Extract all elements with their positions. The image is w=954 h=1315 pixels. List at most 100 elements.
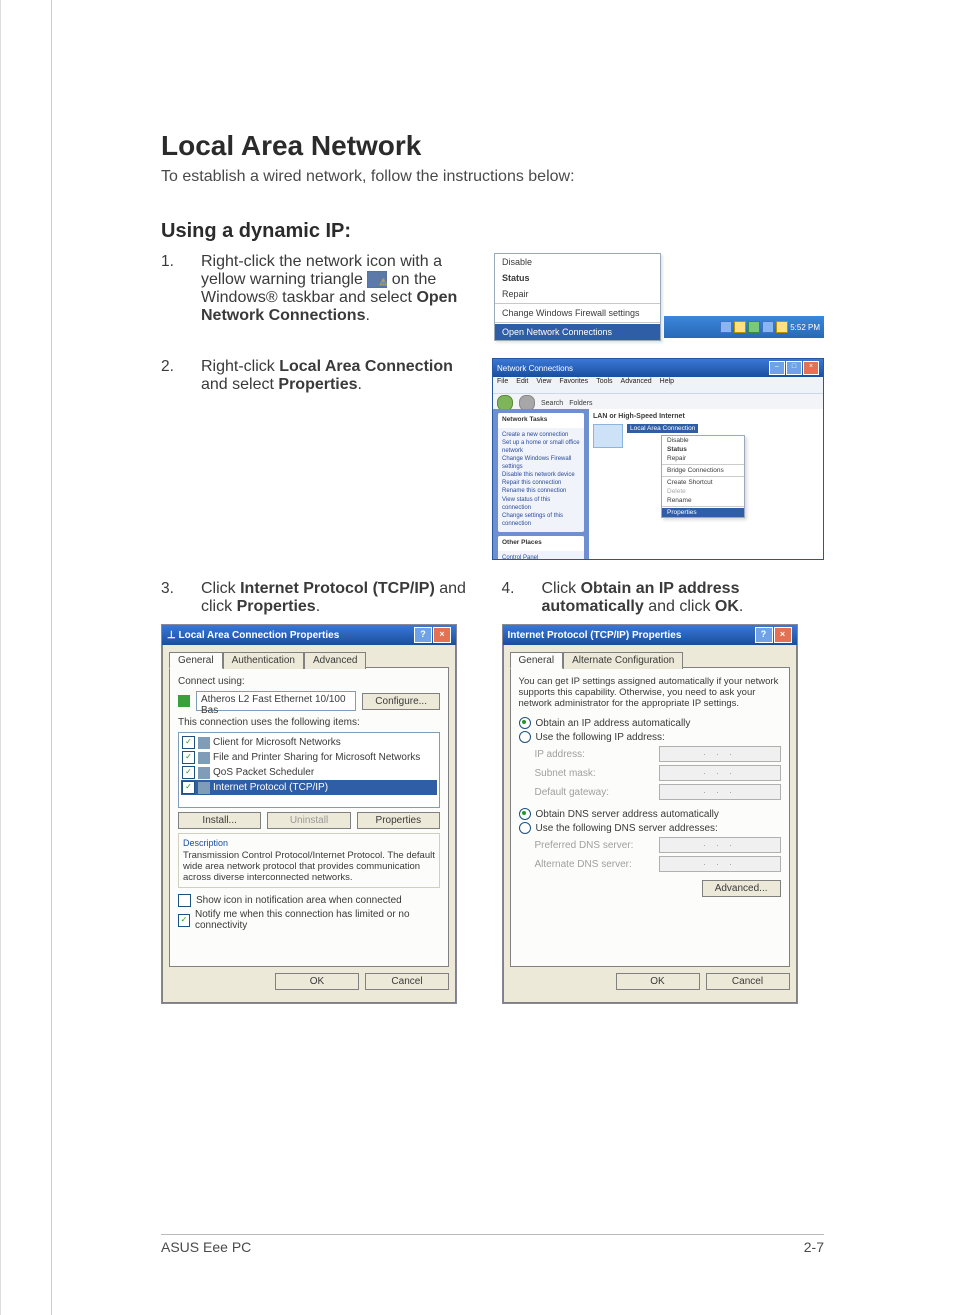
- tray-icon[interactable]: [762, 321, 774, 333]
- pop-status[interactable]: Status: [662, 445, 744, 454]
- tray-icon[interactable]: [776, 321, 788, 333]
- ctx-sep-1: [495, 303, 660, 304]
- ctx-open-connections[interactable]: Open Network Connections: [495, 324, 660, 340]
- ctx-disable[interactable]: Disable: [495, 254, 660, 270]
- nc-side-item[interactable]: Repair this connection: [502, 479, 580, 487]
- checkbox-icon[interactable]: ✓: [182, 751, 195, 764]
- step-2-text-col: 2. Right-click Local Area Connection and…: [161, 358, 474, 394]
- radio-obtain-dns[interactable]: [519, 808, 531, 820]
- lac-uses-label: This connection uses the following items…: [178, 717, 440, 728]
- step-4-bold-2: OK: [715, 598, 739, 615]
- list-item[interactable]: QoS Packet Scheduler: [213, 767, 314, 778]
- pop-shortcut[interactable]: Create Shortcut: [662, 478, 744, 487]
- tray-context-menu: Disable Status Repair Change Windows Fir…: [494, 253, 661, 341]
- nc-side-item[interactable]: Create a new connection: [502, 431, 580, 439]
- adapter-icon: [178, 695, 190, 707]
- ctx-repair[interactable]: Repair: [495, 286, 660, 302]
- dns1-field: . . .: [659, 837, 781, 853]
- lac-component-list[interactable]: ✓ Client for Microsoft Networks ✓ File and…: [178, 732, 440, 808]
- ctx-firewall[interactable]: Change Windows Firewall settings: [495, 305, 660, 321]
- checkbox-icon[interactable]: ✓: [182, 736, 195, 749]
- nc-side-item[interactable]: Rename this connection: [502, 487, 580, 495]
- menu-advanced[interactable]: Advanced: [621, 378, 652, 392]
- minimize-button[interactable]: –: [769, 361, 785, 375]
- pop-repair[interactable]: Repair: [662, 454, 744, 463]
- menu-help[interactable]: Help: [660, 378, 674, 392]
- toolbar-folders[interactable]: Folders: [569, 400, 592, 407]
- tray-icon[interactable]: [734, 321, 746, 333]
- configure-button[interactable]: Configure...: [362, 693, 440, 710]
- step-2-text-b: and select: [201, 376, 278, 393]
- nc-side-item[interactable]: Change settings of this connection: [502, 512, 580, 528]
- ctx-status[interactable]: Status: [495, 270, 660, 286]
- nc-main-area: LAN or High-Speed Internet Local Area Co…: [589, 409, 823, 559]
- maximize-button[interactable]: □: [786, 361, 802, 375]
- nc-side-item[interactable]: Change Windows Firewall settings: [502, 455, 580, 471]
- step-4-text-b: and click: [644, 598, 715, 615]
- toolbar-search[interactable]: Search: [541, 400, 563, 407]
- nc-side-title-2: Other Places: [498, 536, 584, 551]
- ok-button[interactable]: OK: [275, 973, 359, 990]
- step-2-row: 2. Right-click Local Area Connection and…: [161, 358, 824, 560]
- close-button[interactable]: ×: [433, 627, 451, 643]
- nc-side-item[interactable]: Control Panel: [502, 554, 580, 559]
- nc-group-label: LAN or High-Speed Internet: [593, 413, 819, 420]
- nc-side-item[interactable]: View status of this connection: [502, 496, 580, 512]
- checkbox-icon[interactable]: ✓: [182, 781, 195, 794]
- lac-titlebar: ⊥ Local Area Connection Properties ? ×: [162, 625, 456, 645]
- radio-use-dns[interactable]: [519, 822, 531, 834]
- radio-obtain-ip[interactable]: [519, 717, 531, 729]
- page-intro: To establish a wired network, follow the…: [161, 168, 824, 186]
- advanced-button[interactable]: Advanced...: [702, 880, 781, 897]
- dns2-label: Alternate DNS server:: [535, 859, 632, 870]
- nc-menubar: File Edit View Favorites Tools Advanced …: [493, 377, 823, 394]
- adapter-field[interactable]: Atheros L2 Fast Ethernet 10/100 Bas: [196, 691, 356, 711]
- tcpip-tabs: General Alternate Configuration: [510, 651, 790, 668]
- gateway-label: Default gateway:: [535, 787, 610, 798]
- close-button[interactable]: ×: [774, 627, 792, 643]
- nc-side-item[interactable]: Disable this network device: [502, 471, 580, 479]
- close-button[interactable]: ×: [803, 361, 819, 375]
- tab-alternate[interactable]: Alternate Configuration: [563, 652, 683, 669]
- pop-rename[interactable]: Rename: [662, 496, 744, 505]
- step-3-bold-1: Internet Protocol (TCP/IP): [240, 580, 435, 597]
- notify-checkbox[interactable]: ✓: [178, 914, 190, 927]
- nc-connection-label: Local Area Connection: [627, 424, 698, 433]
- tcpip-tabpanel: You can get IP settings assigned automat…: [510, 667, 790, 967]
- show-icon-label: Show icon in notification area when conn…: [196, 895, 402, 906]
- ok-button[interactable]: OK: [616, 973, 700, 990]
- radio-use-ip[interactable]: [519, 731, 531, 743]
- list-item[interactable]: File and Printer Sharing for Microsoft N…: [213, 752, 420, 763]
- lac-tabpanel: Connect using: Atheros L2 Fast Ethernet …: [169, 667, 449, 967]
- properties-button[interactable]: Properties: [357, 812, 440, 829]
- cancel-button[interactable]: Cancel: [365, 973, 449, 990]
- menu-edit[interactable]: Edit: [516, 378, 528, 392]
- pop-bridge[interactable]: Bridge Connections: [662, 466, 744, 475]
- cancel-button[interactable]: Cancel: [706, 973, 790, 990]
- menu-tools[interactable]: Tools: [596, 378, 612, 392]
- menu-file[interactable]: File: [497, 378, 508, 392]
- menu-view[interactable]: View: [536, 378, 551, 392]
- install-button[interactable]: Install...: [178, 812, 261, 829]
- tab-general[interactable]: General: [169, 652, 223, 669]
- list-item[interactable]: Client for Microsoft Networks: [213, 737, 341, 748]
- step-4-number: 4.: [502, 580, 520, 616]
- ip-address-label: IP address:: [535, 749, 585, 760]
- tab-authentication[interactable]: Authentication: [223, 652, 304, 669]
- help-button[interactable]: ?: [755, 627, 773, 643]
- show-icon-checkbox[interactable]: ✓: [178, 894, 191, 907]
- tray-icon[interactable]: [720, 321, 732, 333]
- help-button[interactable]: ?: [414, 627, 432, 643]
- pop-disable[interactable]: Disable: [662, 436, 744, 445]
- list-item-tcpip[interactable]: Internet Protocol (TCP/IP): [213, 782, 328, 793]
- pop-properties[interactable]: Properties: [662, 508, 744, 517]
- menu-favorites[interactable]: Favorites: [559, 378, 588, 392]
- nc-side-title-1: Network Tasks: [498, 413, 584, 428]
- tab-advanced[interactable]: Advanced: [304, 652, 366, 669]
- tray-icon[interactable]: [748, 321, 760, 333]
- step-3-text-a: Click: [201, 580, 240, 597]
- nc-side-item[interactable]: Set up a home or small office network: [502, 439, 580, 455]
- checkbox-icon[interactable]: ✓: [182, 766, 195, 779]
- context-menu-screenshot: Disable Status Repair Change Windows Fir…: [494, 253, 824, 338]
- tab-general[interactable]: General: [510, 652, 564, 669]
